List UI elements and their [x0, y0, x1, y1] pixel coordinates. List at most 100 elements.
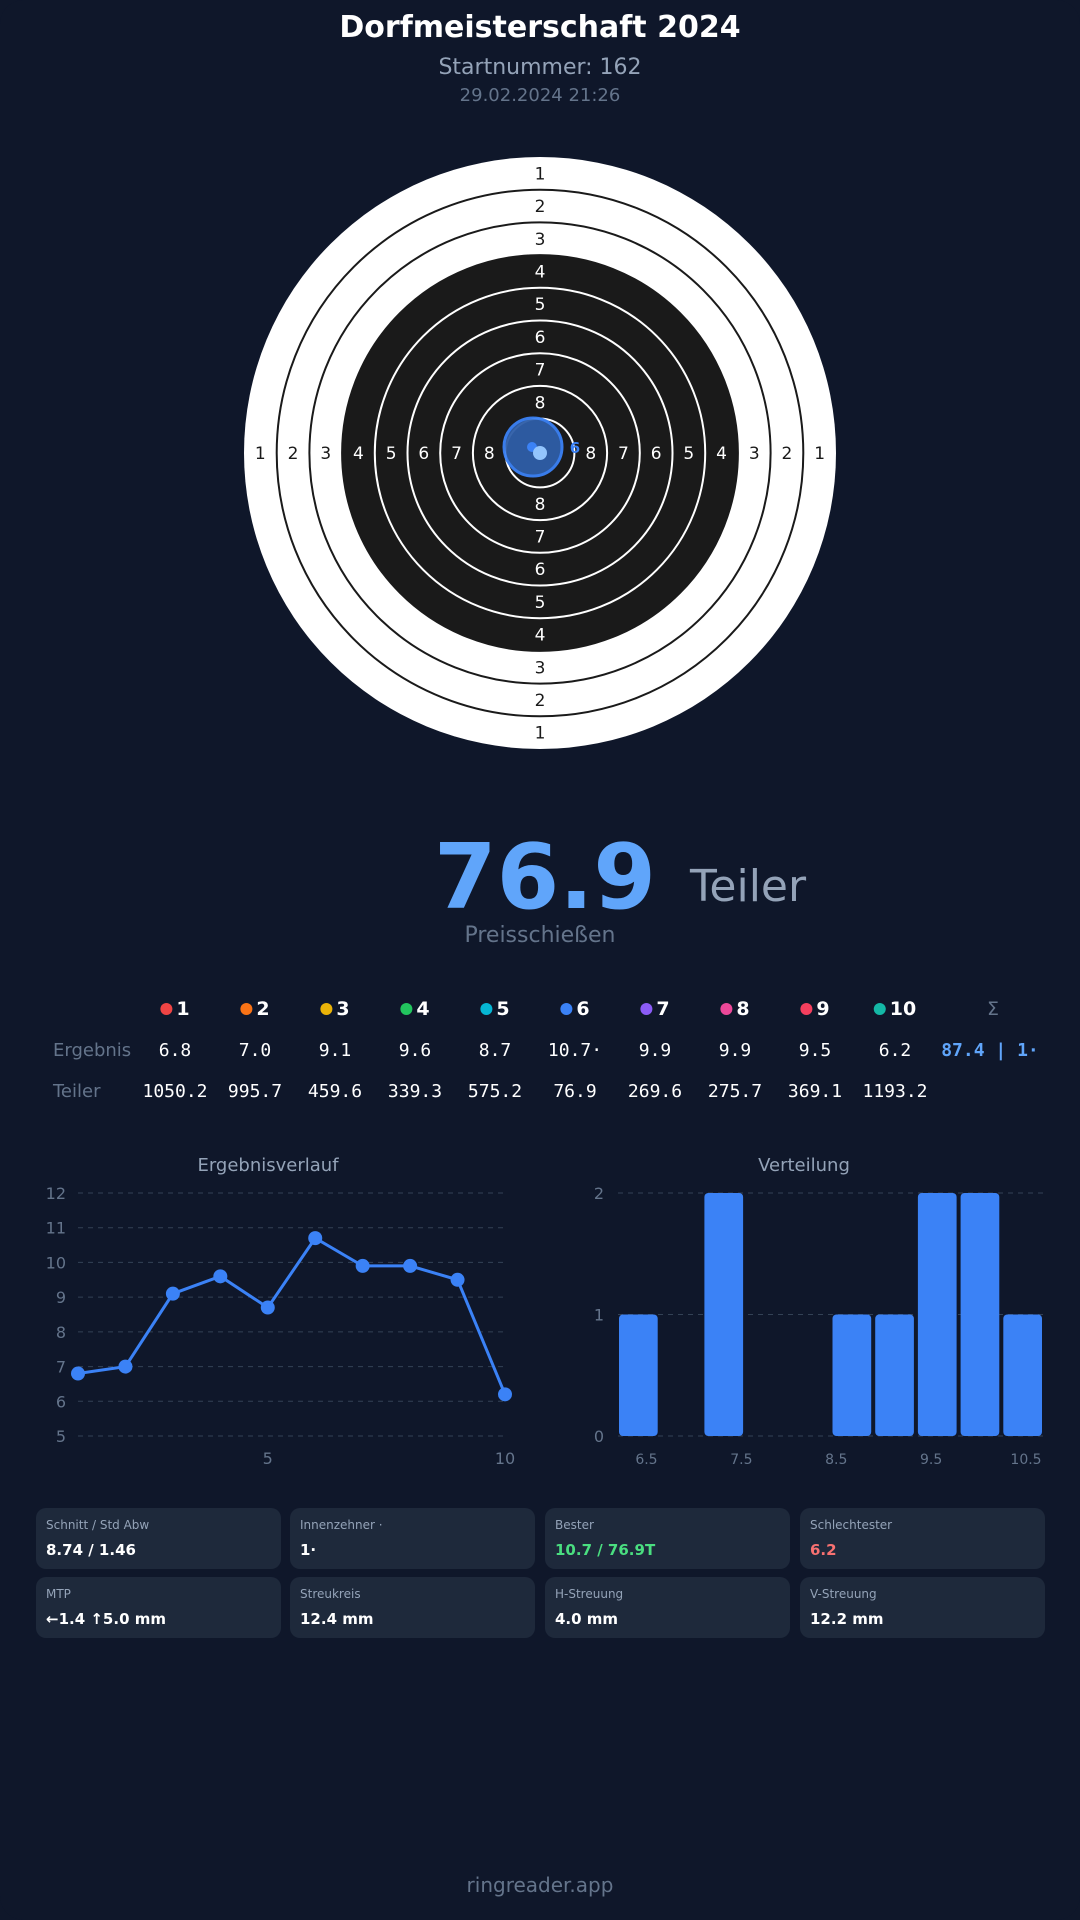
cell-teiler: 339.3 [387, 1081, 443, 1102]
y-tick-label: 5 [56, 1427, 66, 1446]
shot-number: 10 [889, 998, 917, 1020]
row-label-teiler: Teiler [53, 1081, 101, 1102]
shot-number: 1 [176, 998, 190, 1020]
ring-8 [471, 384, 609, 522]
ring-label: 1 [535, 164, 546, 184]
stat-label: Innenzehner · [300, 1518, 383, 1532]
cell-teiler: 76.9 [553, 1081, 597, 1102]
cell-ergebnis: 6.8 [158, 1040, 192, 1061]
cell-ergebnis: 10.7· [547, 1040, 603, 1061]
data-point [355, 1258, 370, 1273]
cell-teiler: 275.7 [707, 1081, 763, 1102]
cell-teiler: 1193.2 [862, 1081, 928, 1102]
ring-label: 5 [535, 593, 546, 613]
ring-label: 5 [386, 444, 397, 464]
series-line [77, 1236, 507, 1395]
y-tick-label: 6 [56, 1392, 66, 1411]
ring-6 [406, 319, 674, 587]
shot-number: 3 [336, 998, 350, 1020]
data-point [498, 1387, 512, 1402]
cell-ergebnis: 7.0 [238, 1040, 272, 1061]
stat-card: Schlechtester 6.2 [800, 1508, 1045, 1569]
cell-teiler: 995.7 [227, 1081, 283, 1102]
data-point [308, 1231, 323, 1246]
stat-value: 1· [300, 1541, 317, 1559]
result-display: 76.9 Teiler [0, 825, 1080, 935]
stat-card: Schnitt / Std Abw 8.74 / 1.46 [36, 1508, 281, 1569]
ring-label: 1 [814, 444, 825, 464]
ring-label: 6 [651, 444, 662, 464]
row-label-ergebnis: Ergebnis [53, 1040, 132, 1061]
ring-label: 2 [782, 444, 793, 464]
shot-legend-10: 10 [873, 998, 917, 1020]
line-chart: Ergebnisverlauf 5 6 7 8 9 10 11 12 5 10 [46, 1155, 516, 1468]
data-point [213, 1269, 228, 1284]
ring-label: 8 [535, 393, 546, 413]
ring-label: 5 [683, 444, 694, 464]
ring-label: 8 [484, 444, 495, 464]
x-tick-label: 8.5 [825, 1452, 847, 1468]
shot-legend-3: 3 [320, 998, 350, 1020]
stat-value: 10.7 / 76.9T [555, 1541, 656, 1559]
footer-brand: ringreader.app [466, 1873, 614, 1897]
ring-label: 6 [535, 560, 546, 580]
ring-label: 3 [535, 658, 546, 678]
x-tick-label: 5 [263, 1449, 273, 1468]
ring-label: 4 [535, 262, 546, 282]
ring-5 [373, 286, 707, 620]
chart-title: Verteilung [758, 1155, 850, 1176]
stat-card: Bester 10.7 / 76.9T [545, 1508, 790, 1569]
shot-color-dot [800, 1003, 813, 1015]
x-tick-label: 10 [495, 1449, 515, 1468]
data-point [450, 1272, 465, 1287]
ring-label: 4 [535, 626, 546, 646]
histogram-bar [704, 1193, 744, 1436]
shot-color-dot [873, 1003, 886, 1015]
ring-label: 3 [749, 444, 760, 464]
histogram-bar [960, 1193, 1000, 1436]
y-tick-label: 7 [56, 1358, 66, 1377]
shot-color-dot [560, 1003, 573, 1015]
stat-card: MTP ←1.4 ↑5.0 mm [36, 1577, 281, 1638]
cell-ergebnis: 9.6 [398, 1040, 432, 1061]
data-point [403, 1258, 418, 1273]
ring-label: 2 [535, 691, 546, 711]
stat-value: 4.0 mm [555, 1610, 619, 1628]
shot-color-dot [320, 1003, 333, 1015]
result-unit: Teiler [690, 861, 807, 912]
stat-card: V-Streuung 12.2 mm [800, 1577, 1045, 1638]
shot-number: 7 [656, 998, 670, 1020]
cell-ergebnis: 9.9 [718, 1040, 752, 1061]
cell-teiler: 369.1 [787, 1081, 843, 1102]
ring-label: 8 [585, 444, 596, 464]
cell-ergebnis: 9.9 [638, 1040, 672, 1061]
competition-mode: Preisschießen [464, 923, 616, 948]
stat-label: Schlechtester [810, 1518, 893, 1532]
ring-7 [439, 352, 641, 554]
cell-teiler: 575.2 [467, 1081, 523, 1102]
shot-color-dot [240, 1003, 253, 1015]
ring-label: 6 [418, 444, 429, 464]
cell-ergebnis: 8.7 [478, 1040, 512, 1061]
histogram-chart: Verteilung 0 1 2 6.5 7.5 8.5 9.5 10.5 [594, 1155, 1045, 1468]
ring-label: 6 [535, 328, 546, 348]
x-tick-label: 10.5 [1010, 1452, 1041, 1468]
stat-value: 8.74 / 1.46 [46, 1541, 136, 1559]
data-point [71, 1366, 85, 1381]
cell-ergebnis: 9.1 [318, 1040, 352, 1061]
y-tick-label: 9 [56, 1288, 66, 1307]
shot-number: 8 [736, 998, 750, 1020]
ring-label: 4 [353, 444, 364, 464]
y-tick-label: 8 [56, 1323, 66, 1342]
cell-ergebnis: 6.2 [878, 1040, 912, 1061]
stat-label: Streukreis [300, 1587, 361, 1601]
ring-label: 1 [535, 724, 546, 744]
shot-legend-1: 1 [160, 998, 190, 1020]
shot-color-dot [400, 1003, 413, 1015]
y-tick-label: 0 [594, 1427, 604, 1446]
y-tick-label: 11 [46, 1219, 66, 1238]
histogram-bar [619, 1314, 658, 1436]
stat-value: 12.4 mm [300, 1610, 374, 1628]
stat-value: 12.2 mm [810, 1610, 884, 1628]
